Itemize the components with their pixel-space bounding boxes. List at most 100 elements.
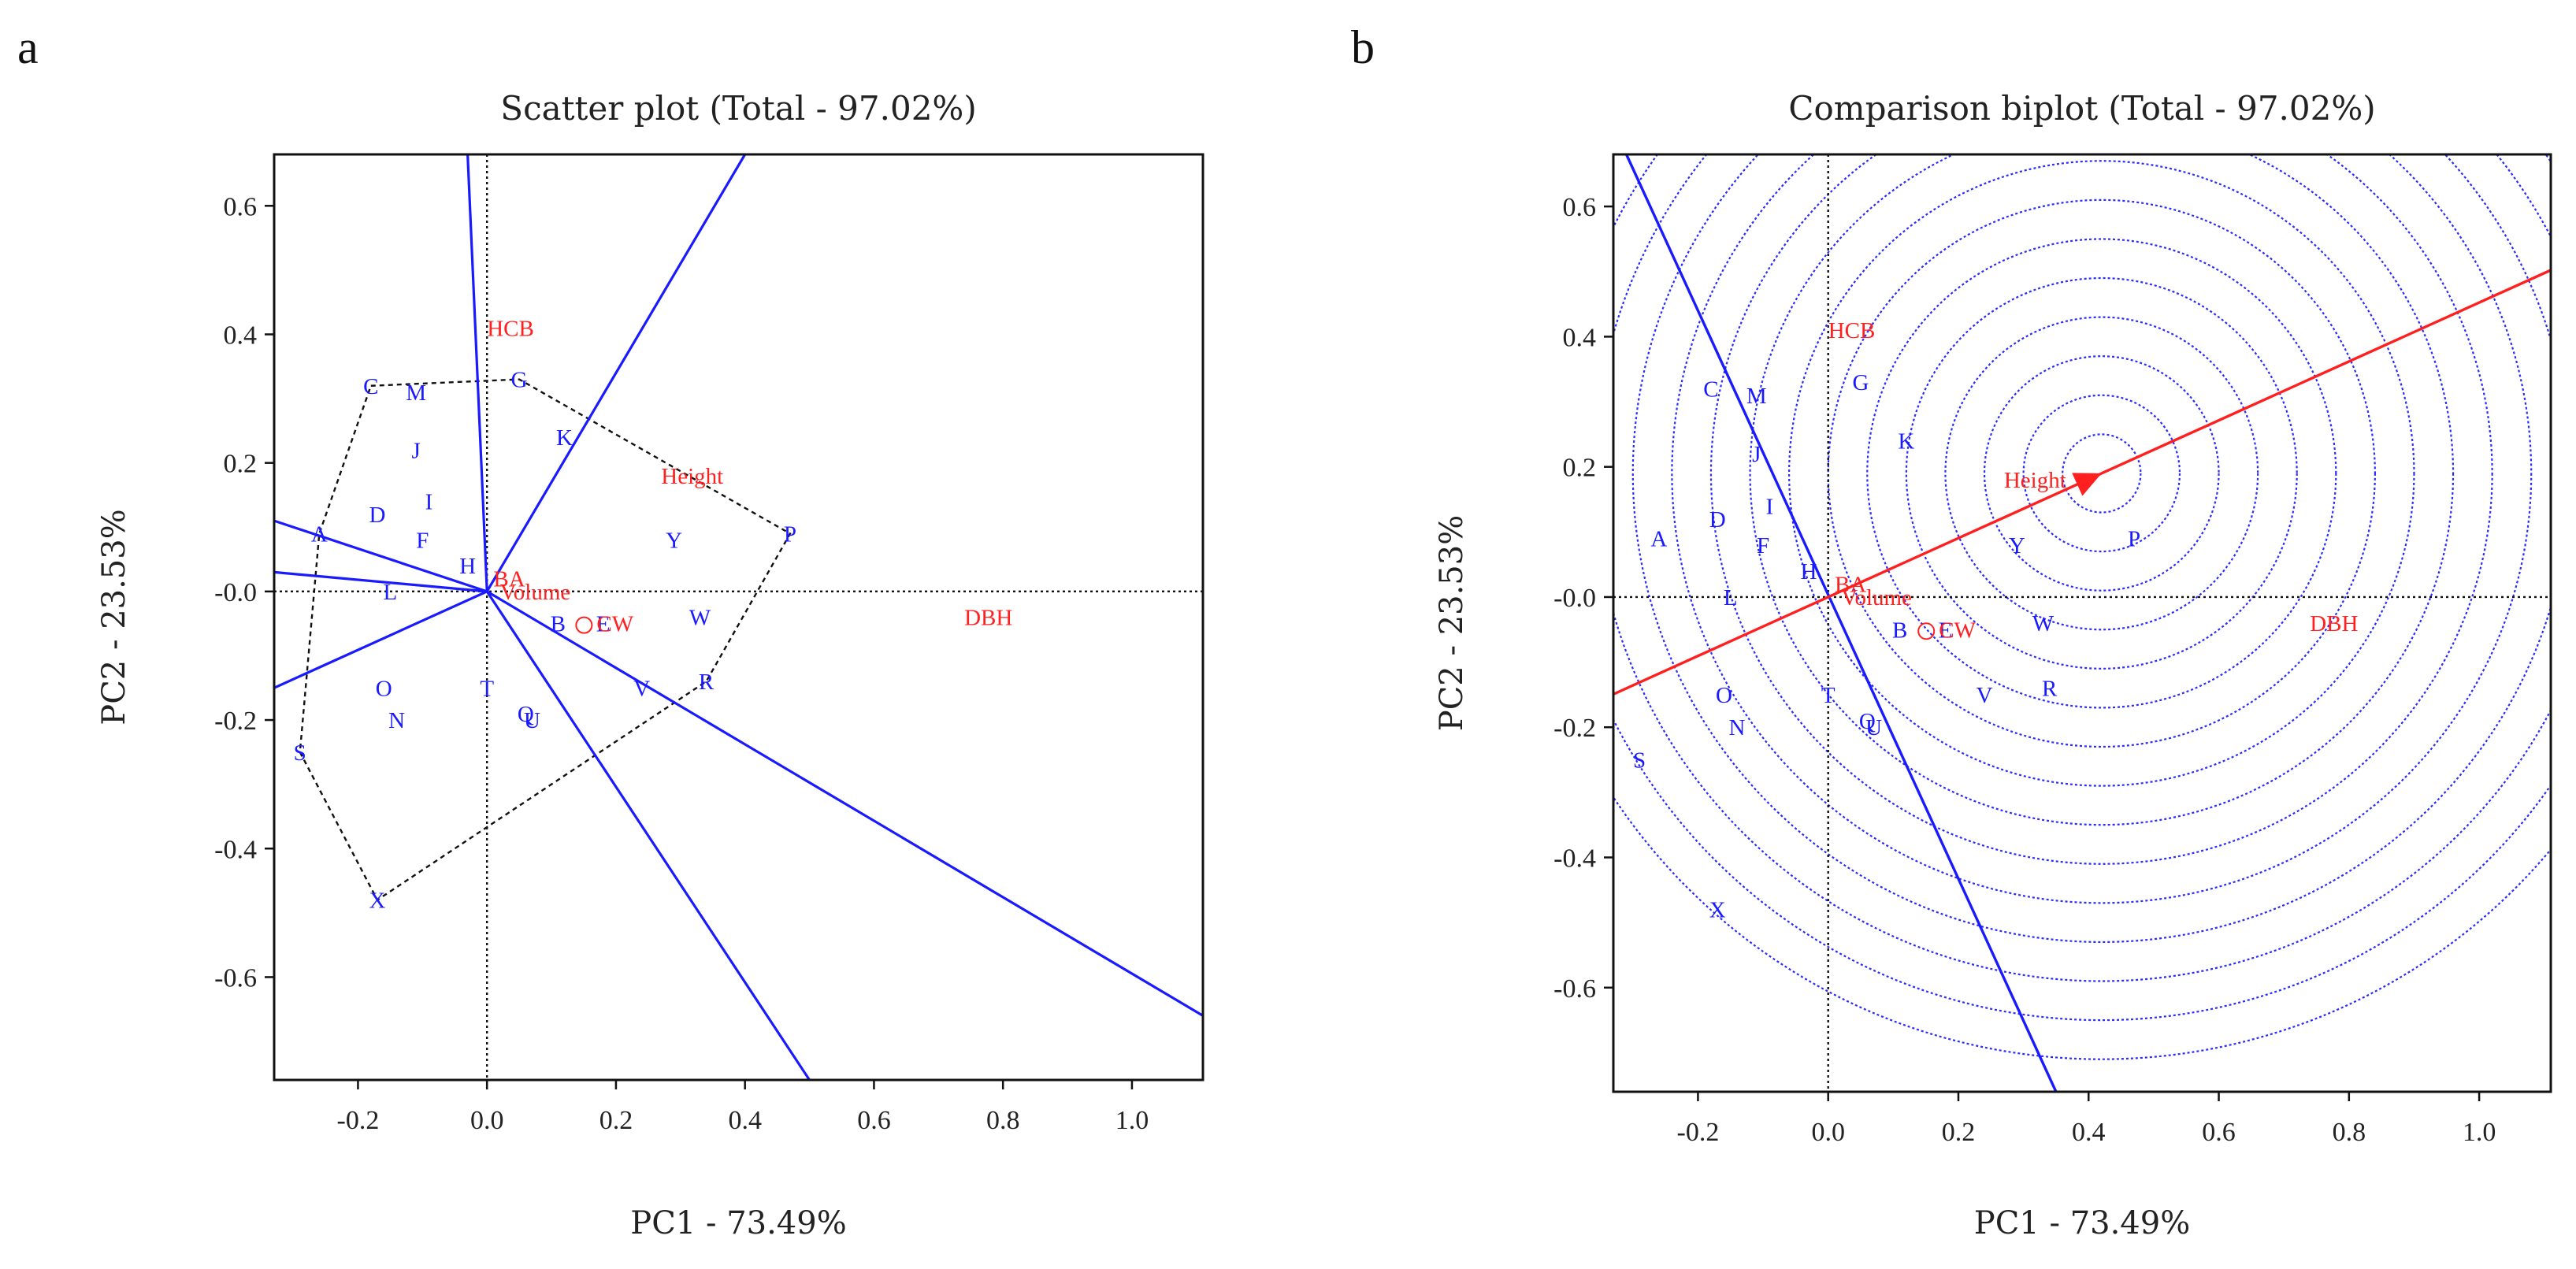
panel-a-env-dbh: DBH [964, 606, 1012, 631]
panel-b-y-tick-label: -0.2 [1553, 714, 1596, 743]
panel-a-genotype-S: S [294, 740, 306, 766]
panel-b-x-tick-label: 0.4 [2072, 1118, 2106, 1147]
panel-b-genotype-L: L [1724, 585, 1738, 610]
panel-a-title: Scatter plot (Total - 97.02%) [500, 89, 976, 128]
panel-a-env-marker-cw [575, 616, 593, 634]
panel-b-y-tick-label: 0.6 [1563, 193, 1597, 222]
panel-b-ranking-circle-1 [2062, 433, 2142, 514]
panel-a-genotype-M: M [406, 380, 426, 406]
panel-a-sector-ray-5 [274, 590, 488, 689]
panel-a-sector-ray-2 [485, 154, 747, 592]
panel-b-ideal-point-arrow [2072, 473, 2102, 496]
panel-b-ranking-circle-4 [1944, 316, 2259, 631]
panel-label-b: b [1351, 21, 1375, 73]
panel-a-genotype-U: U [524, 708, 540, 733]
panel-a-y-tick-label: -0.0 [214, 578, 257, 607]
panel-a-x-axis-label: PC1 - 73.49% [630, 1205, 846, 1241]
panel-b-title: Comparison biplot (Total - 97.02%) [1788, 89, 2375, 128]
panel-b-genotype-S: S [1633, 748, 1646, 774]
panel-b-genotype-G: G [1853, 370, 1869, 395]
panel-b-x-tick-label: 1.0 [2463, 1118, 2496, 1147]
panel-a-genotype-G: G [511, 368, 528, 393]
panel-b-ranking-circle-2 [2022, 394, 2181, 553]
panel-a-genotype-H: H [459, 554, 476, 579]
panel-b-ranking-circle-9 [1749, 154, 2455, 826]
panel-b-x-tick-label: 0.0 [1811, 1118, 1845, 1147]
panel-a-x-tick-label: 0.6 [857, 1106, 891, 1135]
panel-a-convex-hull [299, 378, 792, 902]
panel-b-ranking-circle-8 [1788, 160, 2415, 787]
panel-b-genotype-O: O [1716, 683, 1732, 708]
panel-b-genotype-K: K [1898, 429, 1914, 455]
panel-b-env-volume: Volume [1841, 585, 1912, 610]
panel-b-genotype-R: R [2042, 677, 2058, 702]
panel-b-ranking-circle-15 [1613, 795, 2551, 1060]
panel-a-y-tick-label: 0.4 [224, 321, 258, 350]
panel-a-sector-ray-4 [485, 590, 811, 1080]
panel-label-a: a [17, 21, 39, 73]
panel-a-genotype-Q: Q [518, 702, 534, 727]
panel-b-x-tick-label: -0.2 [1677, 1118, 1720, 1147]
panel-a-genotype-T: T [480, 676, 494, 701]
panel-b-x-tick-label: 0.8 [2333, 1118, 2366, 1147]
panel-a-x-tick-label: 0.2 [599, 1106, 633, 1135]
panel-b-genotype-X: X [1709, 898, 1726, 923]
panel-b-x-tick-label: 0.2 [1942, 1118, 1976, 1147]
panel-a-env-cw: CW [596, 612, 633, 637]
panel-a-x-tick-label: 0.8 [986, 1106, 1020, 1135]
panel-b-genotype-M: M [1746, 384, 1767, 409]
panel-b-ranking-circle-6 [1866, 238, 2337, 709]
panel-b-genotype-J: J [1752, 442, 1761, 467]
panel-a-sector-ray-1 [466, 154, 488, 592]
panel-b-env-height: Height [2004, 468, 2066, 493]
panel-b-genotype-E: E [1939, 618, 1953, 643]
panel-a-genotype-I: I [425, 490, 433, 515]
panel-b-comparison-biplot: A B C D E F G H I J K L M NO P Q R S T U V W X Y HCB Height DBH Vol… [1434, 89, 2552, 1241]
panel-a-y-tick-label: -0.2 [214, 707, 257, 736]
panel-b-ranking-circle-11 [1671, 154, 2533, 904]
panel-b-ranking-circle-7 [1827, 199, 2376, 748]
panel-b-env-ba: BA [1835, 572, 1866, 597]
panel-b-env-cw: CW [1939, 618, 1976, 643]
panel-b-y-tick-label: -0.6 [1553, 974, 1596, 1004]
panel-a-genotype-K: K [556, 425, 573, 451]
panel-a-genotype-V: V [633, 676, 650, 701]
panel-a-y-axis-label: PC2 - 23.53% [96, 509, 132, 725]
panel-a-genotype-W: W [689, 606, 711, 631]
panel-b-genotype-T: T [1821, 683, 1835, 708]
panel-b-genotype-Y: Y [2009, 533, 2025, 558]
panel-b-y-tick-label: 0.4 [1563, 323, 1597, 352]
panel-a-genotype-L: L [384, 580, 398, 605]
panel-a-x-tick-label: 0.0 [470, 1106, 504, 1135]
panel-b-genotype-P: P [2128, 527, 2140, 552]
panel-b-genotype-C: C [1703, 377, 1718, 403]
panel-b-y-tick-label: -0.0 [1553, 584, 1596, 613]
panel-b-genotype-D: D [1709, 507, 1726, 532]
panel-a-sector-ray-3 [486, 590, 1203, 1017]
panel-a-genotype-F: F [416, 529, 429, 554]
panel-a-x-tick-label: 0.4 [728, 1106, 762, 1135]
panel-a-genotype-P: P [784, 521, 796, 547]
panel-b-plot-area: A B C D E F G H I J K L M NO P Q R S T U V W X Y HCB Height DBH Vol… [1613, 154, 2551, 1092]
panel-a-env-volume: Volume [500, 580, 571, 605]
panel-a-genotype-N: N [388, 708, 405, 733]
panel-a-genotype-A: A [311, 521, 328, 547]
panel-a-genotype-J: J [411, 438, 420, 463]
panel-b-ranking-circle-10 [1710, 154, 2493, 865]
panel-b-genotype-F: F [1757, 533, 1769, 558]
panel-b-env-dbh: DBH [2310, 611, 2358, 636]
panel-a-genotype-E: E [596, 612, 611, 637]
panel-a-genotype-X: X [369, 889, 386, 914]
panel-b-genotype-B: B [1892, 618, 1907, 643]
panel-b-y-tick-label: -0.4 [1553, 844, 1596, 874]
panel-a-env-height: Height [661, 464, 723, 489]
panel-a-genotype-B: B [551, 612, 566, 637]
panel-a-x-tick-label: -0.2 [337, 1106, 380, 1135]
panel-a-scatter-plot: A B C D E F G H I J K L M NO P Q R S T U V W X Y HCB Height DBH Vol… [96, 89, 1204, 1241]
panel-b-genotype-A: A [1650, 527, 1667, 552]
panel-b-y-axis-label: PC2 - 23.53% [1434, 515, 1470, 731]
panel-a-genotype-D: D [369, 503, 386, 528]
panel-a-env-ba: BA [493, 567, 525, 592]
panel-a-env-hcb: HCB [487, 316, 534, 341]
